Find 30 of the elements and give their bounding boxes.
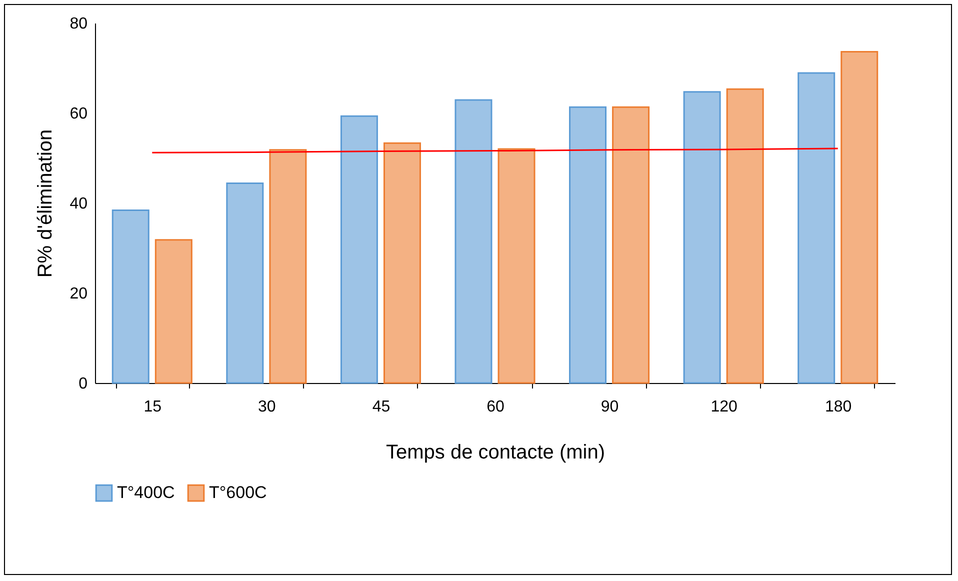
legend-label: T°400C (117, 483, 175, 502)
bar (569, 106, 607, 384)
x-axis-title: Temps de contacte (min) (386, 442, 605, 464)
y-tick-label: 0 (78, 376, 88, 392)
bar (798, 72, 836, 384)
legend-label: T°600C (209, 483, 267, 502)
bar (269, 149, 307, 384)
x-tick-label: 120 (710, 398, 738, 416)
x-tick-label: 90 (600, 398, 619, 416)
x-tick-label: 60 (486, 398, 504, 416)
x-tick-label: 15 (144, 398, 162, 416)
bar (726, 88, 764, 384)
y-axis-title: R% d'élimination (34, 129, 57, 278)
bar (683, 91, 721, 384)
bar (154, 239, 192, 384)
bar (454, 99, 492, 384)
x-tick-label: 45 (372, 398, 390, 416)
y-tick-label: 60 (70, 106, 88, 122)
bar (226, 182, 264, 384)
x-tick-label: 30 (258, 398, 276, 416)
bar (112, 209, 150, 384)
bar (612, 106, 650, 384)
bar (840, 51, 878, 384)
y-tick-label: 40 (70, 196, 88, 212)
bar (383, 142, 421, 384)
y-tick-label: 80 (70, 16, 88, 32)
bar (340, 115, 378, 384)
x-tick-label: 180 (825, 398, 852, 416)
bar (498, 148, 536, 384)
y-tick-label: 20 (70, 286, 88, 302)
